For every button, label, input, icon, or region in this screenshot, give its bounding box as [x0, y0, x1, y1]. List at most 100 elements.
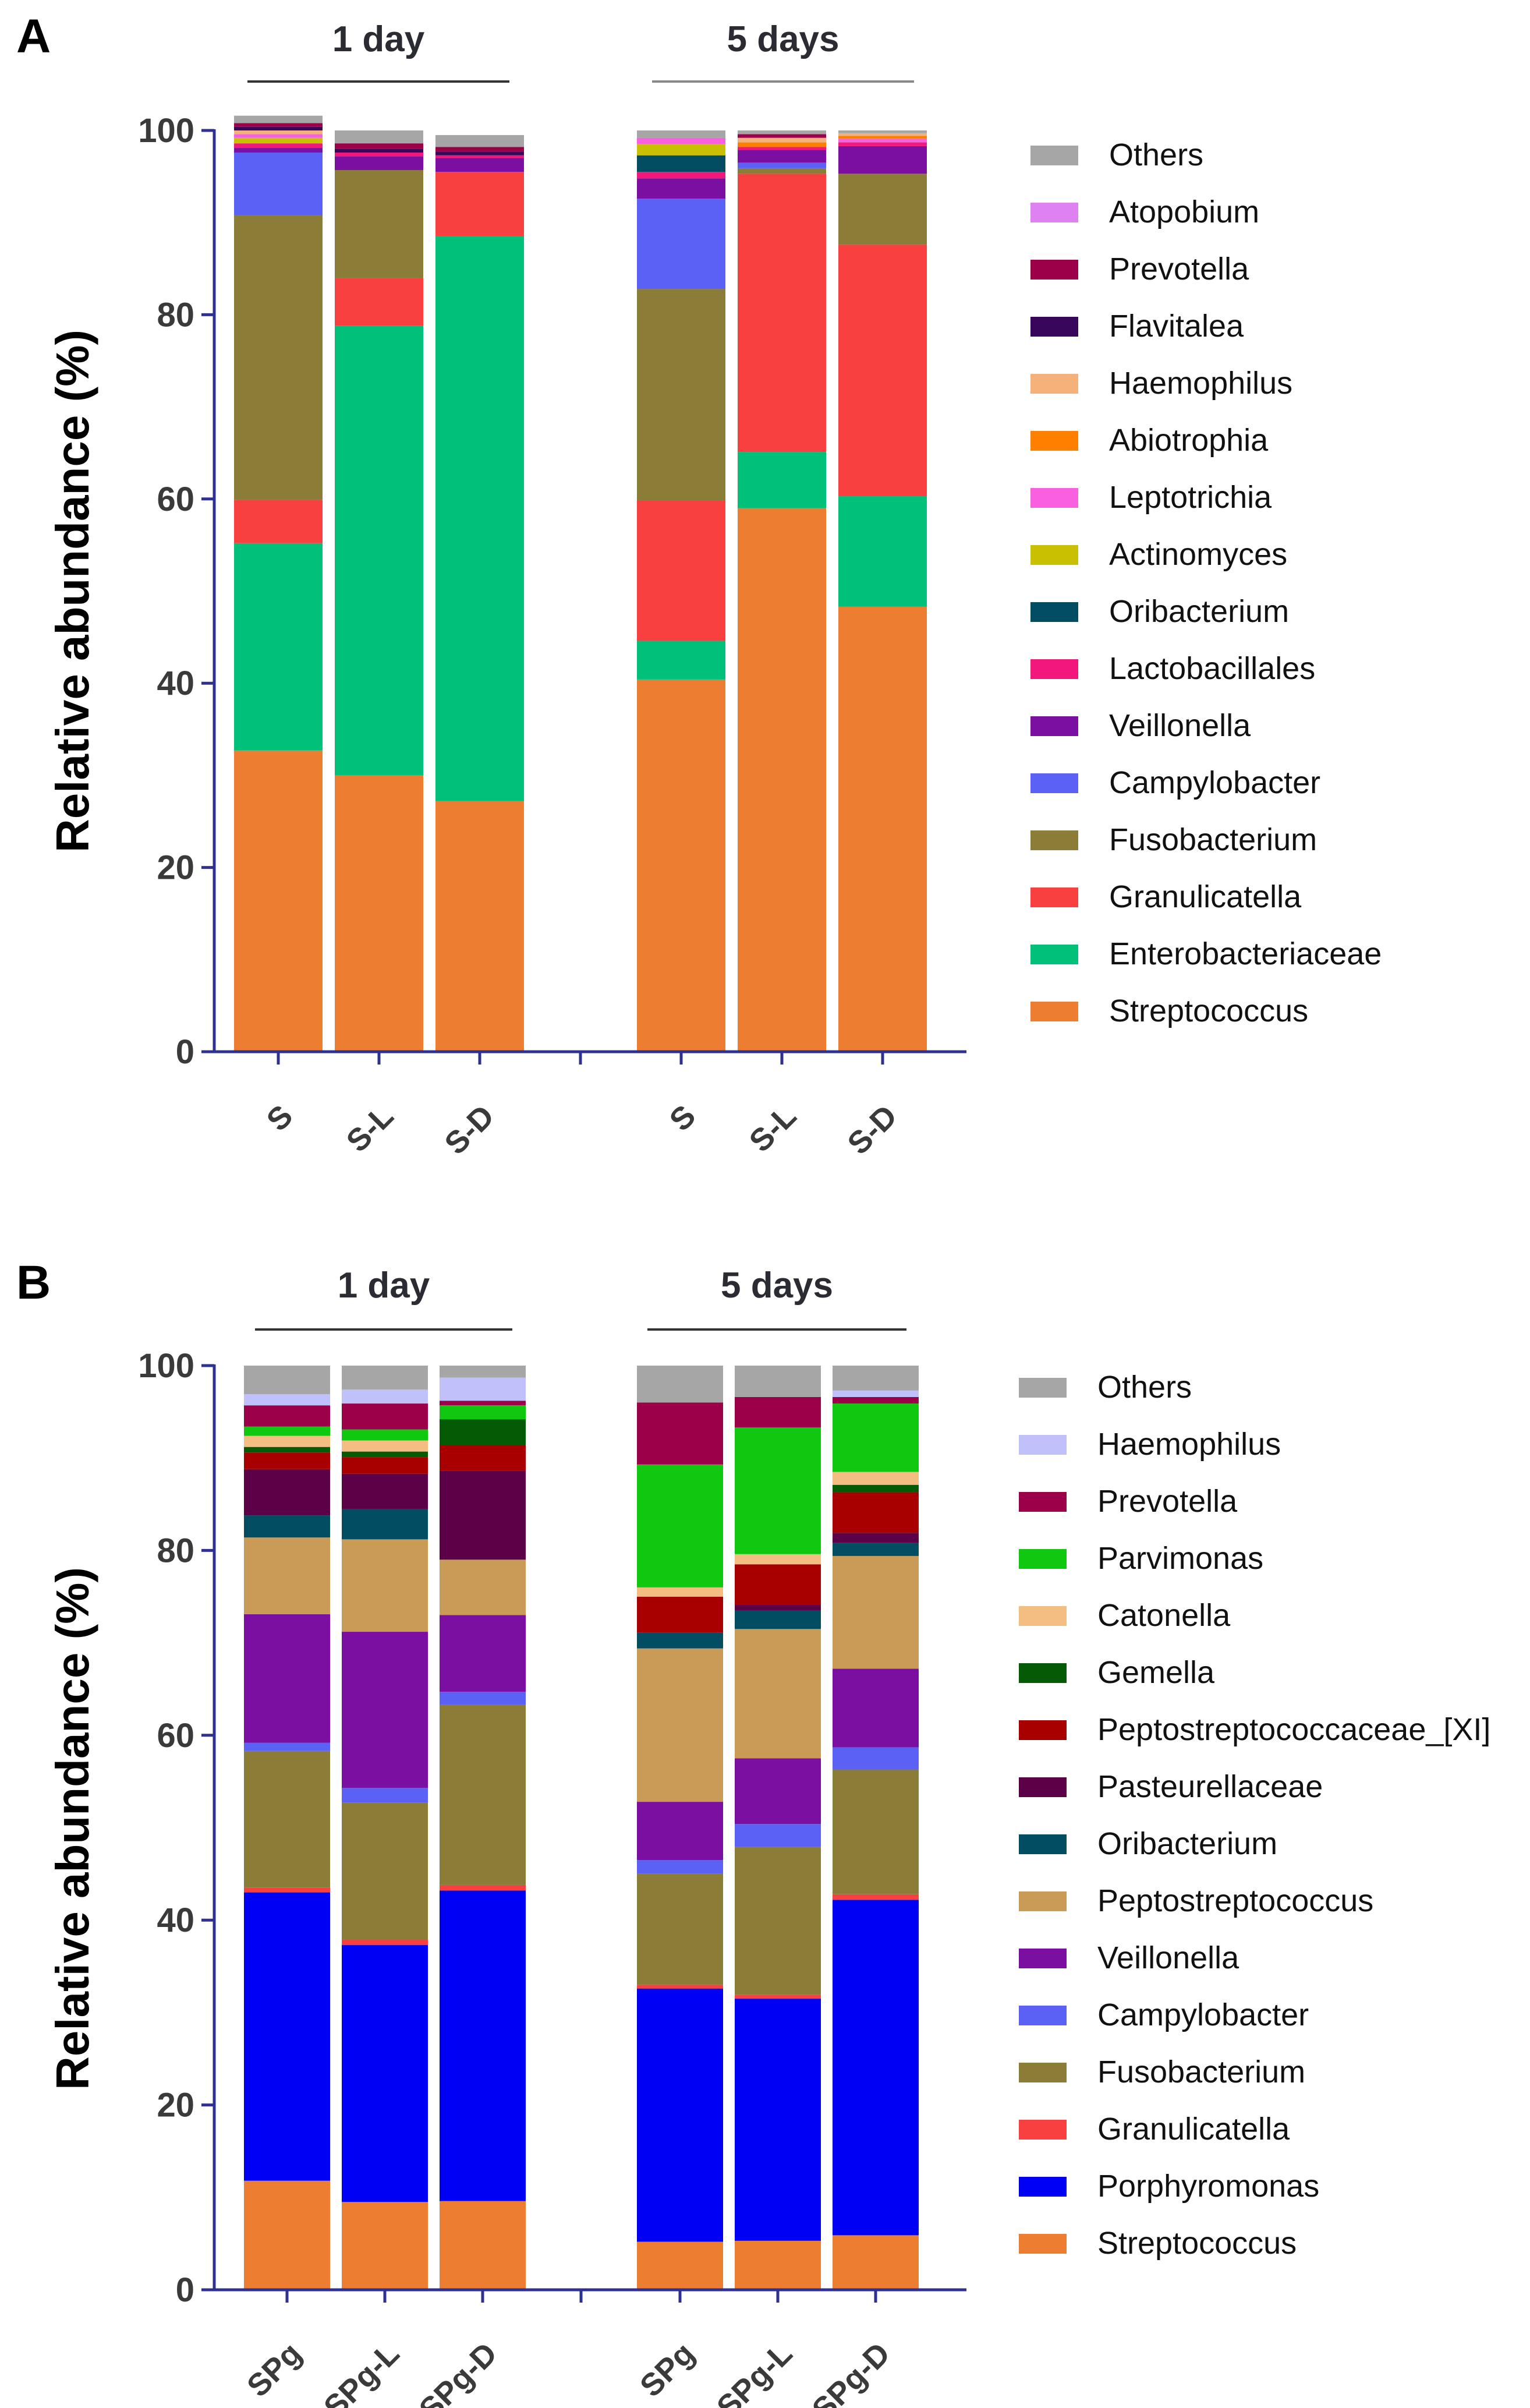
- bar-segment-others: [838, 130, 927, 133]
- legend-swatch: [1019, 1949, 1067, 1968]
- bar-segment-catonella: [342, 1440, 428, 1452]
- legend-swatch: [1030, 1002, 1078, 1021]
- y-tick-label: 80: [157, 1532, 194, 1569]
- bar-segment-peptostreptococcaceae-xi-: [244, 1452, 330, 1469]
- bar-segment-granulicatella: [244, 1887, 330, 1893]
- bar-segment-peptostreptococcus: [735, 1629, 821, 1759]
- bar-segment-gemella: [244, 1447, 330, 1453]
- legend-swatch: [1019, 2177, 1067, 2197]
- legend-entry: Prevotella: [1109, 252, 1249, 287]
- bar-segment-peptostreptococcus: [342, 1539, 428, 1632]
- bar-segment-parvimonas: [735, 1427, 821, 1554]
- legend-swatch: [1030, 830, 1078, 850]
- bar-stack: [335, 130, 423, 1052]
- y-tick-label: 40: [157, 1901, 194, 1939]
- bar-segment-peptostreptococcus: [440, 1560, 526, 1615]
- bar-segment-veillonella: [637, 1802, 723, 1861]
- x-tick-label: S-D: [841, 1098, 904, 1161]
- legend-entry: Atopobium: [1109, 195, 1259, 229]
- bar-stack: [735, 1366, 821, 2290]
- y-axis-title: Relative abundance (%): [47, 1567, 98, 2090]
- bar-segment-prevotella: [637, 1402, 723, 1465]
- bar-segment-fusobacterium: [440, 1705, 526, 1885]
- bar-segment-gemella: [440, 1419, 526, 1445]
- bar-segment-granulicatella: [234, 500, 323, 543]
- bar-segment-prevotella: [738, 134, 826, 138]
- panel-label: B: [16, 1256, 51, 1309]
- bar-segment-leptotrichia: [637, 137, 725, 144]
- bar-segment-oribacterium: [342, 1508, 428, 1540]
- bar-segment-peptostreptococcaceae-xi-: [637, 1596, 723, 1633]
- legend-entry: Oribacterium: [1109, 594, 1289, 629]
- group-label: 5 days: [721, 1265, 833, 1306]
- bar-segment-oribacterium: [735, 1610, 821, 1629]
- legend-swatch: [1030, 431, 1078, 451]
- bar-segment-peptostreptococcus: [637, 1648, 723, 1802]
- legend-swatch: [1019, 2234, 1067, 2254]
- y-tick-label: 0: [176, 2271, 194, 2309]
- bar-segment-haemophilus: [440, 1377, 526, 1401]
- bar-segment-oribacterium: [637, 1632, 723, 1649]
- legend-swatch: [1019, 1606, 1067, 1626]
- bar-segment-lactobacillales: [234, 143, 323, 148]
- bar-segment-parvimonas: [342, 1429, 428, 1441]
- bar-segment-campylobacter: [342, 1788, 428, 1803]
- bar-segment-fusobacterium: [838, 174, 927, 245]
- bar-segment-parvimonas: [833, 1403, 919, 1472]
- legend-swatch: [1030, 146, 1078, 165]
- legend-entry: Campylobacter: [1109, 765, 1320, 800]
- bar-segment-granulicatella: [440, 1884, 526, 1891]
- legend-entry: Prevotella: [1097, 1484, 1238, 1519]
- bar-stack: [440, 1366, 526, 2290]
- y-tick-label: 60: [157, 480, 194, 518]
- group-label: 1 day: [332, 19, 425, 59]
- bar-segment-veillonella: [342, 1632, 428, 1788]
- bar-segment-flavitalea: [335, 148, 423, 153]
- bar-segment-haemophilus: [234, 130, 323, 135]
- legend-swatch: [1019, 1720, 1067, 1740]
- bar-segment-peptostreptococcaceae-xi-: [342, 1457, 428, 1474]
- bar-segment-others: [738, 130, 826, 135]
- legend-entry: Enterobacteriaceae: [1109, 936, 1382, 971]
- legend-entry: Streptococcus: [1109, 993, 1308, 1028]
- x-tick-label: SPg: [240, 2336, 309, 2404]
- legend-swatch: [1019, 1777, 1067, 1797]
- legend: Others Atopobium Prevotella Flavitalea Haemo…: [1030, 137, 1382, 1028]
- x-tick-label: S-D: [438, 1098, 501, 1161]
- bar-segment-pasteurellaceae: [342, 1473, 428, 1509]
- bar-stack: [637, 1366, 723, 2290]
- legend-entry: Gemella: [1097, 1655, 1215, 1690]
- bar-segment-catonella: [637, 1587, 723, 1597]
- legend-swatch: [1030, 773, 1078, 793]
- legend-entry: Flavitalea: [1109, 309, 1244, 344]
- bar-segment-parvimonas: [244, 1426, 330, 1436]
- y-tick-label: 20: [157, 849, 194, 887]
- legend-swatch: [1019, 1549, 1067, 1569]
- bar-segment-granulicatella: [738, 174, 826, 452]
- bar-stack: [833, 1366, 919, 2290]
- bar-segment-veillonella: [440, 1615, 526, 1692]
- bar-segment-pasteurellaceae: [244, 1469, 330, 1516]
- x-tick-label: S: [260, 1098, 300, 1138]
- bar-segment-veillonella: [435, 158, 524, 172]
- bar-segment-veillonella: [738, 150, 826, 163]
- bar-segment-granulicatella: [335, 278, 423, 326]
- bar-segment-streptococcus: [833, 2235, 919, 2290]
- bar-segment-veillonella: [234, 148, 323, 153]
- bar-segment-fusobacterium: [335, 170, 423, 278]
- bar-segment-others: [435, 135, 524, 147]
- bar-segment-campylobacter: [738, 162, 826, 168]
- bar-segment-prevotella: [440, 1401, 526, 1406]
- bar-segment-campylobacter: [735, 1824, 821, 1847]
- legend-swatch: [1030, 716, 1078, 736]
- bar-segment-streptococcus: [637, 2241, 723, 2290]
- bar-stack: [342, 1366, 428, 2290]
- bar-segment-granulicatella: [833, 1894, 919, 1900]
- legend-entry: Granulicatella: [1097, 2112, 1290, 2147]
- legend-entry: Peptostreptococcaceae_[XI]: [1097, 1712, 1490, 1747]
- legend-entry: Catonella: [1097, 1598, 1231, 1633]
- bar-segment-flavitalea: [234, 126, 323, 130]
- legend-entry: Oribacterium: [1097, 1826, 1277, 1861]
- bar-segment-campylobacter: [833, 1747, 919, 1770]
- bar-segment-campylobacter: [637, 1860, 723, 1874]
